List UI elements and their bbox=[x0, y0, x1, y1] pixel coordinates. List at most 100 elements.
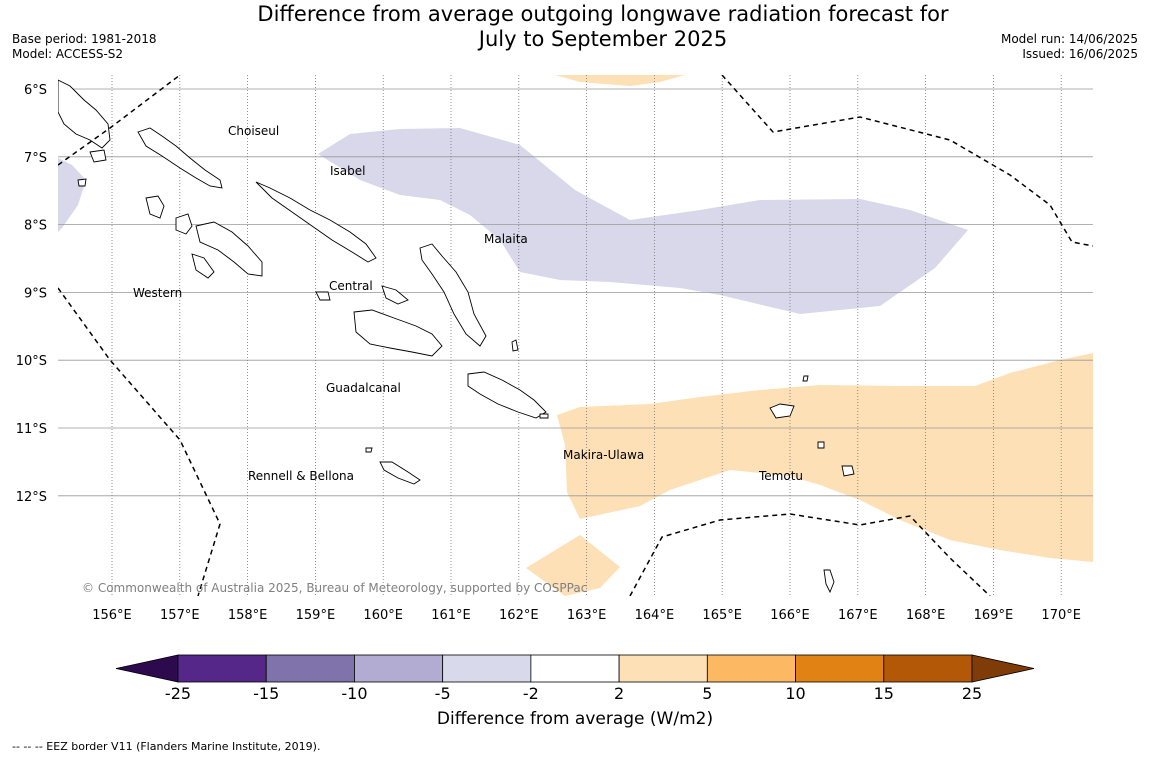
eez-line-south-west bbox=[58, 287, 221, 596]
negative-anomaly-region bbox=[318, 128, 968, 314]
utupua-island bbox=[817, 441, 825, 449]
bougainville-island bbox=[58, 79, 111, 149]
colorbar-segment bbox=[177, 654, 267, 683]
negative-anomaly-west bbox=[58, 158, 86, 232]
colorbar-segment bbox=[354, 654, 444, 683]
positive-anomaly-southwest bbox=[526, 535, 620, 596]
model-name: Model: ACCESS-S2 bbox=[12, 47, 124, 61]
lon-tick-label: 164°E bbox=[635, 608, 675, 623]
colorbar-segment bbox=[530, 654, 620, 683]
coastlines bbox=[58, 79, 855, 594]
malaita-island bbox=[419, 243, 487, 347]
choiseul-island bbox=[137, 127, 223, 189]
colorbar-segment bbox=[883, 654, 973, 683]
lat-tick-label: 7°S bbox=[24, 151, 47, 166]
base-period: Base period: 1981-2018 bbox=[12, 32, 157, 46]
lon-tick-label: 161°E bbox=[431, 608, 471, 623]
label-isabel: Isabel bbox=[330, 164, 365, 178]
lat-tick-label: 11°S bbox=[16, 422, 47, 437]
lat-tick-label: 9°S bbox=[24, 286, 47, 301]
copyright-notice: © Commonwealth of Australia 2025, Bureau… bbox=[82, 581, 587, 595]
title-line-1: Difference from average outgoing longwav… bbox=[257, 2, 949, 26]
lon-tick-label: 163°E bbox=[567, 608, 607, 623]
latitude-labels: 6°S 7°S 8°S 9°S 10°S 11°S 12°S bbox=[16, 83, 47, 505]
colorbar-tick: 15 bbox=[873, 684, 894, 703]
lon-tick-label: 160°E bbox=[363, 608, 403, 623]
small-island-nw bbox=[89, 149, 107, 163]
lat-tick-label: 10°S bbox=[16, 354, 47, 369]
model-run: Model run: 14/06/2025 bbox=[1000, 32, 1138, 46]
label-western: Western bbox=[133, 286, 182, 300]
lat-tick-label: 6°S bbox=[24, 83, 47, 98]
lon-tick-label: 166°E bbox=[770, 608, 810, 623]
lon-tick-label: 159°E bbox=[296, 608, 336, 623]
model-info: Base period: 1981-2018 Model: ACCESS-S2 bbox=[12, 32, 157, 62]
colorbar-tick: 25 bbox=[961, 684, 983, 703]
lon-tick-label: 158°E bbox=[228, 608, 268, 623]
run-info: Model run: 14/06/2025 Issued: 16/06/2025 bbox=[1001, 32, 1138, 62]
colorbar-tick: -5 bbox=[434, 684, 451, 703]
vanikoro-island bbox=[841, 465, 855, 477]
colorbar-tick: -2 bbox=[522, 684, 539, 703]
label-malaita: Malaita bbox=[484, 232, 528, 246]
colorbar-extend-low bbox=[115, 654, 179, 683]
ndeni-island bbox=[769, 403, 795, 419]
colorbar-tick: -15 bbox=[253, 684, 280, 703]
colorbar-tick: -25 bbox=[164, 684, 192, 703]
colorbar-segment bbox=[442, 654, 532, 683]
rendova-island bbox=[191, 253, 215, 279]
lon-tick-label: 165°E bbox=[702, 608, 742, 623]
chart-title: Difference from average outgoing longwav… bbox=[200, 2, 1006, 52]
new-georgia-island bbox=[195, 221, 263, 277]
latitude-gridlines bbox=[58, 88, 1093, 497]
positive-anomaly-north bbox=[555, 75, 685, 86]
issued-date: Issued: 16/06/2025 bbox=[1022, 47, 1138, 61]
lon-tick-label: 170°E bbox=[1041, 608, 1081, 623]
label-temotu: Temotu bbox=[758, 469, 803, 483]
colorbar-tick: -10 bbox=[341, 684, 368, 703]
lon-tick-label: 156°E bbox=[92, 608, 132, 623]
vanuatu-north-island bbox=[823, 569, 835, 594]
rennell-island bbox=[379, 461, 421, 485]
isabel-island bbox=[255, 181, 377, 263]
anomaly-shading bbox=[58, 75, 1093, 596]
eez-line-north-west bbox=[58, 75, 181, 166]
lat-tick-label: 8°S bbox=[24, 219, 47, 234]
eez-line-north-east bbox=[721, 75, 1093, 247]
eez-legend-note: -- -- -- EEZ border V11 (Flanders Marine… bbox=[12, 740, 321, 753]
colorbar-segment bbox=[618, 654, 708, 683]
guadalcanal-island bbox=[353, 309, 443, 357]
lon-tick-label: 162°E bbox=[499, 608, 539, 623]
title-line-2: July to September 2025 bbox=[478, 27, 728, 51]
colorbar-segment bbox=[265, 654, 355, 683]
lat-tick-label: 12°S bbox=[16, 490, 47, 505]
longitude-labels: 156°E 157°E 158°E 159°E 160°E 161°E 162°E 163°E… bbox=[92, 608, 1081, 623]
ugi-island bbox=[539, 413, 549, 419]
label-guadalcanal: Guadalcanal bbox=[326, 381, 401, 395]
bellona-island bbox=[365, 447, 373, 453]
colorbar-tick: 10 bbox=[785, 684, 806, 703]
russell-islands bbox=[315, 291, 331, 301]
colorbar-extend-high bbox=[971, 654, 1035, 683]
kolombangara-island bbox=[175, 213, 193, 235]
small-malaita-island bbox=[511, 339, 519, 352]
colorbar-title: Difference from average (W/m2) bbox=[436, 709, 714, 729]
vella-lavella-island bbox=[145, 195, 165, 219]
lon-tick-label: 169°E bbox=[974, 608, 1014, 623]
colorbar bbox=[115, 654, 1035, 683]
makira-island bbox=[467, 371, 547, 419]
label-central: Central bbox=[329, 279, 373, 293]
lon-tick-label: 168°E bbox=[906, 608, 946, 623]
label-rennell-bellona: Rennell & Bellona bbox=[248, 469, 354, 483]
colorbar-segment bbox=[706, 654, 796, 683]
colorbar-segment bbox=[795, 654, 885, 683]
small-island-nw-2 bbox=[77, 178, 87, 187]
colorbar-tick: 2 bbox=[614, 684, 625, 703]
label-choiseul: Choiseul bbox=[228, 124, 279, 138]
lon-tick-label: 167°E bbox=[838, 608, 878, 623]
label-makira-ulawa: Makira-Ulawa bbox=[563, 448, 644, 462]
province-labels: Choiseul Isabel Malaita Western Central … bbox=[133, 124, 803, 483]
eez-border bbox=[58, 75, 1093, 596]
florida-islands bbox=[381, 285, 409, 305]
